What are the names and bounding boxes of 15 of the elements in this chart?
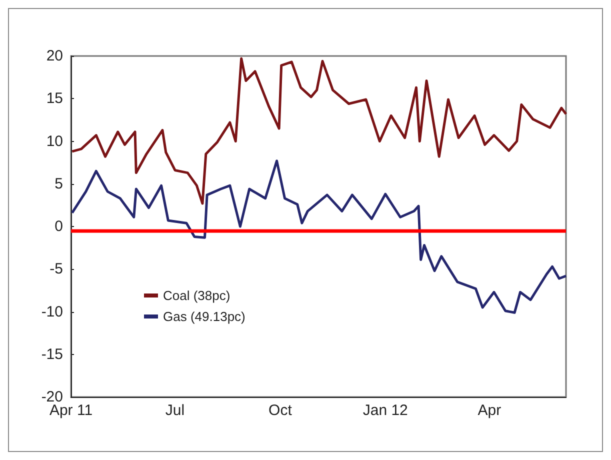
- x-tick-label: Jan 12: [362, 402, 408, 419]
- y-tick-label: -5: [50, 260, 63, 278]
- y-tick-label: -10: [41, 303, 63, 320]
- y-tick-label: 20: [46, 48, 63, 64]
- legend-label: Coal (38pc): [163, 288, 230, 303]
- x-tick-label: Apr: [478, 402, 502, 419]
- y-tick-label: 0: [54, 218, 63, 235]
- y-tick-label: 10: [46, 132, 63, 150]
- line-series: [70, 57, 568, 205]
- legend-label: Gas (49.13pc): [163, 309, 246, 324]
- x-tick-label: Oct: [268, 402, 293, 419]
- x-tick-label: Jul: [165, 402, 185, 419]
- y-tick-label: -15: [41, 346, 63, 363]
- y-tick-label: 5: [54, 175, 63, 192]
- y-tick-label: 15: [46, 90, 63, 108]
